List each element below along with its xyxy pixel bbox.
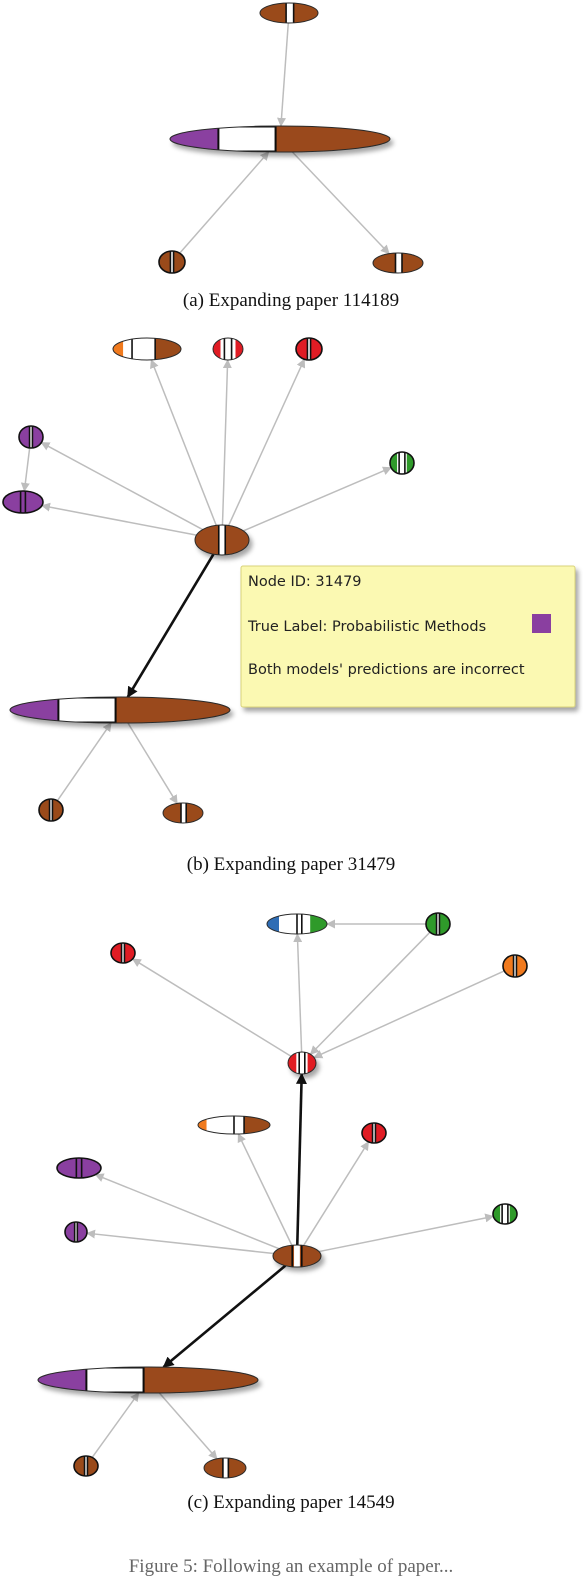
edge-b-center-to-b-purple2 bbox=[41, 502, 197, 536]
graph-node-b-top3[interactable] bbox=[295, 337, 323, 361]
graph-node-c-center[interactable] bbox=[272, 1244, 322, 1268]
graph-node-c-green[interactable] bbox=[425, 912, 451, 936]
graph-node-c-purple1[interactable] bbox=[56, 1157, 102, 1179]
edge-b-purple1-to-b-purple2 bbox=[20, 447, 31, 492]
caption-c: (c) Expanding paper 14549 bbox=[187, 1492, 394, 1513]
graph-node-a-right[interactable] bbox=[372, 252, 424, 274]
edge-c-center-to-c-redB bbox=[302, 1141, 370, 1246]
tooltip-true-label: True Label: Probabilistic Methods bbox=[247, 619, 486, 635]
graph-node-b-bottom[interactable] bbox=[9, 696, 231, 724]
edge-b-bottom-to-b-right bbox=[127, 722, 178, 805]
edge-c-hub-to-c-blue bbox=[293, 933, 303, 1053]
graph-node-b-top1[interactable] bbox=[112, 337, 182, 361]
node-layer bbox=[2, 2, 528, 1479]
tooltip-box bbox=[240, 565, 576, 708]
node-tooltip bbox=[240, 565, 576, 708]
graph-node-b-left[interactable] bbox=[38, 798, 64, 822]
edge-c-hub-to-c-redA bbox=[131, 958, 292, 1057]
edge-c-center-to-c-green2 bbox=[318, 1213, 495, 1253]
caption-a: (a) Expanding paper 114189 bbox=[183, 290, 399, 311]
tooltip-label-swatch bbox=[532, 614, 551, 633]
graph-node-b-purple2[interactable] bbox=[2, 490, 44, 514]
tooltip-node-id: Node ID: 31479 bbox=[248, 574, 362, 590]
graph-node-c-green2[interactable] bbox=[492, 1203, 518, 1225]
edge-a-left-to-a-center bbox=[179, 151, 270, 254]
graph-node-c-redA[interactable] bbox=[110, 942, 136, 964]
edge-b-center-to-b-top3 bbox=[227, 358, 306, 526]
edge-c-green-to-c-hub bbox=[309, 931, 431, 1055]
edge-c-center-to-c-purple1 bbox=[94, 1173, 280, 1250]
tooltip-prediction: Both models' predictions are incorrect bbox=[248, 662, 525, 678]
edge-c-orange-to-c-hub bbox=[313, 970, 505, 1059]
edge-c-center-to-c-top1 bbox=[237, 1133, 293, 1246]
graph-node-c-purple2[interactable] bbox=[64, 1221, 88, 1243]
graph-node-c-top1[interactable] bbox=[197, 1115, 271, 1135]
graph-node-c-bottom[interactable] bbox=[37, 1366, 259, 1394]
graph-node-b-top2[interactable] bbox=[212, 337, 244, 361]
edge-a-top-to-a-center bbox=[277, 22, 290, 127]
edge-c-left-to-c-bottom bbox=[91, 1392, 140, 1458]
graph-node-a-center[interactable] bbox=[169, 125, 391, 153]
graph-node-b-purple1[interactable] bbox=[18, 425, 44, 449]
edge-b-center-to-b-top1 bbox=[150, 359, 217, 526]
edge-c-center-to-c-bottom bbox=[162, 1264, 287, 1369]
graph-node-b-right[interactable] bbox=[162, 802, 204, 824]
graph-node-a-top[interactable] bbox=[259, 2, 319, 24]
graph-node-c-blue[interactable] bbox=[266, 913, 328, 935]
graph-node-c-left[interactable] bbox=[73, 1455, 99, 1477]
edge-c-center-to-c-hub bbox=[295, 1072, 307, 1246]
edge-b-center-to-b-green bbox=[243, 466, 392, 532]
graph-node-b-green[interactable] bbox=[389, 451, 415, 475]
graph-node-a-left[interactable] bbox=[158, 250, 186, 274]
graph-node-b-center[interactable] bbox=[194, 524, 250, 556]
edge-c-bottom-to-c-right bbox=[158, 1392, 218, 1460]
graph-node-c-orange[interactable] bbox=[502, 954, 528, 978]
graph-node-c-hub[interactable] bbox=[287, 1051, 317, 1075]
edge-b-center-to-b-purple1 bbox=[40, 441, 203, 531]
edge-layer bbox=[20, 22, 505, 1460]
edge-c-center-to-c-purple2 bbox=[86, 1229, 274, 1255]
edge-b-center-to-b-bottom bbox=[126, 553, 215, 698]
edge-b-left-to-b-bottom bbox=[56, 722, 112, 802]
edge-b-center-to-b-top2 bbox=[221, 359, 232, 526]
graph-node-c-redB[interactable] bbox=[361, 1122, 387, 1144]
edge-a-center-to-a-right bbox=[291, 151, 390, 255]
figure-caption: Figure 5: Following an example of paper.… bbox=[129, 1556, 454, 1577]
graph-node-c-right[interactable] bbox=[203, 1457, 247, 1479]
caption-b: (b) Expanding paper 31479 bbox=[187, 854, 395, 875]
